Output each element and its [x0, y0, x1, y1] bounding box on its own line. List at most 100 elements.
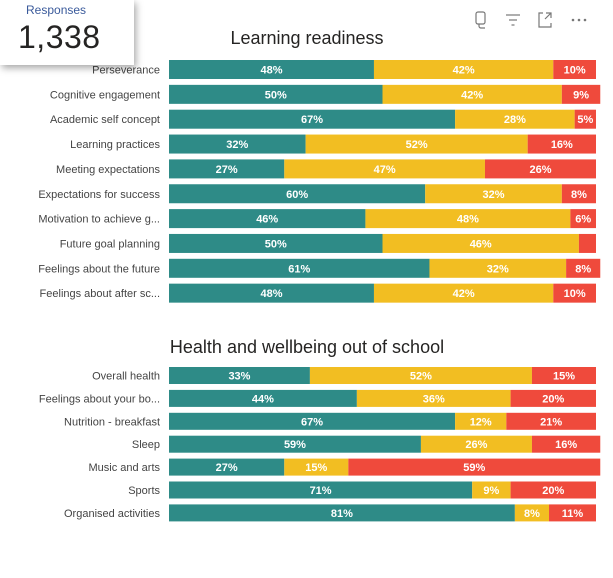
- data-label: 50%: [265, 238, 287, 250]
- chart-title-health-wellbeing: Health and wellbeing out of school: [170, 337, 444, 357]
- bar-segment-yellow[interactable]: [382, 84, 562, 104]
- bar-segment-teal[interactable]: [169, 504, 515, 522]
- bar-segment-red[interactable]: [566, 258, 601, 278]
- bar-segment-teal[interactable]: [169, 412, 456, 430]
- bar-segment-red[interactable]: [553, 60, 596, 79]
- bar-segment-red[interactable]: [531, 435, 601, 453]
- bar-segment-yellow[interactable]: [305, 134, 528, 154]
- bar-segment-teal[interactable]: [169, 159, 285, 179]
- bar-segment-red[interactable]: [506, 412, 596, 430]
- data-label: 42%: [461, 89, 483, 101]
- data-label: 42%: [453, 65, 475, 77]
- data-label: 9%: [573, 89, 589, 101]
- category-label: Motivation to achieve g...: [38, 214, 160, 226]
- category-label: Cognitive engagement: [50, 89, 160, 101]
- bar-segment-yellow[interactable]: [356, 389, 511, 407]
- bar-segment-yellow[interactable]: [420, 435, 532, 453]
- data-label: 26%: [465, 439, 487, 451]
- bar-segment-red[interactable]: [561, 184, 596, 204]
- bar-segment-red[interactable]: [561, 84, 601, 104]
- bar-segment-teal[interactable]: [169, 481, 473, 499]
- bar-segment-teal[interactable]: [169, 184, 426, 204]
- data-label: 27%: [216, 462, 238, 474]
- data-label: 81%: [331, 508, 353, 520]
- data-label: 32%: [487, 263, 509, 275]
- bar-segment-red[interactable]: [348, 458, 601, 476]
- bar-segment-yellow[interactable]: [284, 458, 349, 476]
- bar-segment-yellow[interactable]: [373, 283, 554, 303]
- data-label: 46%: [470, 238, 492, 250]
- bar-segment-red[interactable]: [531, 367, 596, 384]
- data-label: 8%: [524, 508, 540, 520]
- bar-segment-yellow[interactable]: [429, 258, 567, 278]
- bar-segment-yellow[interactable]: [425, 184, 562, 204]
- bars-learning-readiness: Perseverance 48% 42% 10% Cognitive engagemen…: [38, 60, 601, 303]
- category-label: Expectations for success: [38, 189, 160, 201]
- bar-segment-yellow[interactable]: [309, 367, 532, 384]
- data-label: 33%: [228, 371, 250, 383]
- bar-segment-teal[interactable]: [169, 60, 374, 79]
- category-label: Overall health: [92, 371, 160, 383]
- filter-icon[interactable]: [502, 8, 524, 32]
- bar-segment-teal[interactable]: [169, 435, 421, 453]
- data-label: 9%: [483, 485, 499, 497]
- data-label: 67%: [301, 114, 323, 126]
- data-label: 15%: [553, 371, 575, 383]
- bar-segment-yellow[interactable]: [455, 109, 575, 129]
- bar-segment-yellow[interactable]: [514, 504, 550, 522]
- copy-icon[interactable]: [470, 8, 492, 32]
- bar-segment-teal[interactable]: [169, 84, 383, 104]
- category-label: Nutrition - breakfast: [64, 416, 160, 428]
- bar-segment-yellow[interactable]: [365, 209, 571, 229]
- bar-segment-teal[interactable]: [169, 367, 310, 384]
- bar-segment-teal[interactable]: [169, 283, 374, 303]
- more-options-icon[interactable]: [568, 8, 590, 32]
- bar-segment-red[interactable]: [510, 389, 596, 407]
- data-label: 32%: [226, 139, 248, 151]
- bar-segment-yellow[interactable]: [373, 60, 554, 79]
- bar-segment-yellow[interactable]: [472, 481, 511, 499]
- data-label: 44%: [252, 393, 274, 405]
- bar-segment-yellow[interactable]: [284, 159, 485, 179]
- bar-segment-yellow[interactable]: [455, 412, 507, 430]
- data-label: 15%: [305, 462, 327, 474]
- bar-segment-red[interactable]: [570, 209, 596, 229]
- bar-segment-red[interactable]: [553, 283, 596, 303]
- bar-segment-teal[interactable]: [169, 134, 306, 154]
- category-label: Organised activities: [64, 508, 160, 520]
- bar-segment-yellow[interactable]: [382, 233, 579, 253]
- visual-header-toolbar: [470, 8, 600, 32]
- focus-mode-icon[interactable]: [534, 8, 556, 32]
- bar-segment-red[interactable]: [484, 159, 596, 179]
- data-label: 16%: [551, 139, 573, 151]
- bar-segment-teal[interactable]: [169, 209, 366, 229]
- bar-segment-red[interactable]: [527, 134, 596, 154]
- chart-title-learning-readiness: Learning readiness: [230, 28, 383, 48]
- data-label: 32%: [483, 189, 505, 201]
- category-label: Learning practices: [70, 139, 160, 151]
- bar-segment-teal[interactable]: [169, 458, 285, 476]
- category-label: Future goal planning: [60, 238, 160, 250]
- data-label: 59%: [463, 462, 485, 474]
- category-label: Meeting expectations: [56, 164, 160, 176]
- bar-segment-teal[interactable]: [169, 258, 430, 278]
- bar-segment-teal[interactable]: [169, 389, 357, 407]
- data-label: 10%: [564, 288, 586, 300]
- data-label: 10%: [564, 65, 586, 77]
- category-label: Feelings about your bo...: [39, 393, 160, 405]
- data-label: 8%: [571, 189, 587, 201]
- category-label: Sleep: [132, 439, 160, 451]
- bar-segment-red[interactable]: [510, 481, 596, 499]
- bar-segment-red[interactable]: [574, 109, 596, 129]
- responses-label: Responses: [26, 3, 87, 17]
- data-label: 20%: [542, 485, 564, 497]
- bar-segment-red[interactable]: [549, 504, 596, 522]
- category-label: Music and arts: [88, 462, 160, 474]
- category-label: Feelings about the future: [38, 263, 160, 275]
- bar-segment-teal[interactable]: [169, 109, 456, 129]
- data-label: 48%: [457, 214, 479, 226]
- bar-segment-teal[interactable]: [169, 233, 383, 253]
- data-label: 48%: [260, 65, 282, 77]
- bar-segment-red[interactable]: [578, 233, 596, 253]
